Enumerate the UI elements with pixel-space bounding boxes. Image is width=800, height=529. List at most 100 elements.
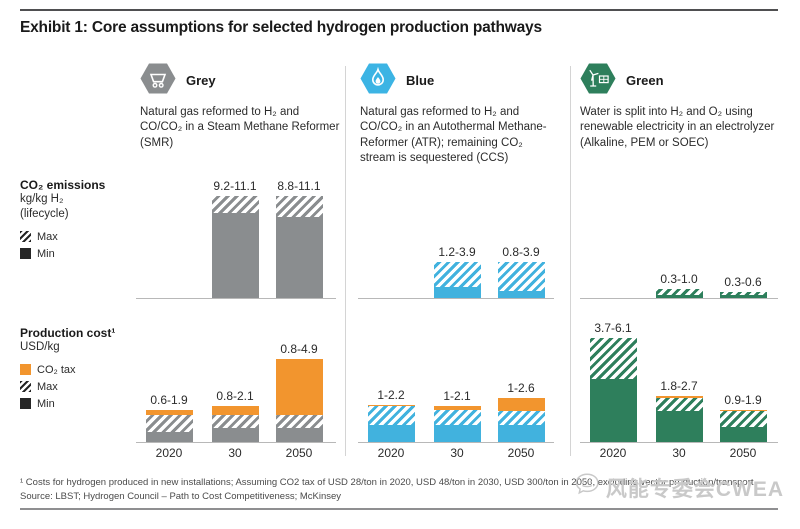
emissions-axis-title: CO₂ emissions	[20, 178, 106, 192]
bar	[145, 409, 193, 442]
co2-tax-segment	[433, 406, 481, 410]
emissions-axis-unit: kg/kg H₂	[20, 193, 64, 205]
year-label: 2050	[507, 446, 535, 460]
blue-year-axis: 2020 30 2050	[358, 446, 554, 462]
blue-emissions-chart: 1.2-3.9 0.8-3.9	[358, 186, 554, 299]
pathway-name: Grey	[186, 73, 216, 88]
legend-row-min: Min	[20, 248, 132, 260]
emissions-legend: Max Min	[20, 231, 132, 260]
cost-axis-unit: USD/kg	[20, 341, 60, 353]
column-divider	[570, 66, 571, 456]
bar-value-label: 1.2-3.9	[438, 245, 476, 260]
cost-axis-title: Production cost¹	[20, 326, 116, 340]
pathway-name: Green	[626, 73, 664, 88]
legend-label: Min	[37, 397, 55, 410]
year-label: 2050	[729, 446, 757, 460]
green-cost-chart: 3.7-6.1 1.8-2.7 0.9-1.9	[580, 321, 778, 443]
cost-axis-block: Production cost¹ USD/kg CO₂ tax Max Min	[20, 326, 132, 410]
year-label: 30	[450, 446, 464, 460]
pathway-icon-row: Blue	[360, 63, 560, 97]
bar-value-label: 3.7-6.1	[594, 321, 632, 336]
min-segment	[497, 290, 545, 298]
bar-value-label: 0.9-1.9	[724, 392, 762, 407]
min-segment	[589, 379, 637, 442]
co2-tax-segment	[211, 406, 259, 415]
bar-value-label: 0.3-1.0	[660, 271, 698, 286]
bar-value-label: 8.8-11.1	[277, 178, 321, 193]
pathway-description: Water is split into H₂ and O₂ using rene…	[580, 106, 775, 149]
min-solid-swatch	[20, 398, 31, 410]
max-hatch-swatch	[20, 381, 31, 393]
max-segment	[433, 409, 481, 425]
bar	[655, 288, 703, 298]
max-segment	[433, 262, 481, 287]
legend-row-co2-tax: CO₂ tax	[20, 364, 132, 376]
co2-tax-swatch	[20, 364, 31, 376]
max-segment	[589, 338, 637, 380]
bar	[367, 404, 415, 442]
bar	[433, 262, 481, 298]
min-segment	[367, 424, 415, 442]
emissions-axis-block: CO₂ emissions kg/kg H₂ (lifecycle) Max M…	[20, 178, 132, 260]
legend-label: Max	[37, 230, 58, 243]
grey-year-axis: 2020 30 2050	[136, 446, 336, 462]
bar-value-label: 1-2.1	[443, 389, 471, 404]
year-label: 2020	[599, 446, 627, 460]
bar	[497, 397, 545, 442]
max-segment	[719, 411, 767, 427]
min-segment	[275, 217, 323, 298]
pathway-header-green: Green Water is split into H₂ and O₂ usin…	[580, 63, 780, 151]
min-segment	[719, 426, 767, 442]
bar	[719, 409, 767, 442]
bottom-rule	[20, 508, 778, 510]
co2-tax-segment	[145, 409, 193, 415]
co2-tax-segment	[719, 409, 767, 412]
bar-value-label: 1.8-2.7	[660, 379, 698, 394]
max-segment	[497, 410, 545, 425]
min-segment	[211, 213, 259, 298]
co2-tax-segment	[497, 397, 545, 411]
year-label: 30	[228, 446, 242, 460]
min-segment	[211, 428, 259, 442]
max-segment	[497, 262, 545, 291]
min-segment	[145, 431, 193, 442]
source-line: Source: LBST; Hydrogen Council – Path to…	[20, 491, 342, 502]
co2-tax-segment	[367, 404, 415, 407]
bar-value-label: 1-2.6	[507, 380, 535, 395]
min-segment	[655, 295, 703, 298]
wechat-chat-bubble-icon	[575, 472, 603, 503]
bar-value-label: 0.3-0.6	[724, 275, 762, 290]
max-segment	[275, 414, 323, 429]
bar	[211, 406, 259, 442]
watermark-text: 风能专委会CWEA	[605, 477, 784, 501]
pathway-icon-row: Grey	[140, 63, 340, 97]
top-rule	[20, 9, 778, 11]
max-segment	[719, 292, 767, 296]
min-segment	[497, 425, 545, 442]
blue-cost-chart: 1-2.2 1-2.1 1-2.6	[358, 330, 554, 443]
legend-row-max: Max	[20, 231, 132, 243]
max-segment	[211, 414, 259, 429]
pathway-description: Natural gas reformed to H₂ and CO/CO₂ in…	[360, 106, 547, 164]
footnote: ¹ Costs for hydrogen produced in new ins…	[20, 477, 754, 488]
legend-row-max: Max	[20, 381, 132, 393]
pathway-header-grey: Grey Natural gas reformed to H₂ and CO/C…	[140, 63, 340, 151]
co2-tax-segment	[275, 358, 323, 415]
grey-cost-chart: 0.6-1.9 0.8-2.1 0.8-4.9	[136, 330, 336, 443]
page-title: Exhibit 1: Core assumptions for selected…	[20, 19, 542, 36]
watermark: 风能专委会CWEA	[575, 472, 784, 503]
bar-value-label: 0.6-1.9	[150, 392, 188, 407]
bar	[719, 292, 767, 298]
max-segment	[211, 195, 259, 214]
min-solid-swatch	[20, 248, 31, 260]
max-segment	[145, 414, 193, 432]
bar-value-label: 9.2-11.1	[213, 178, 257, 193]
max-hatch-swatch	[20, 231, 31, 243]
bar	[275, 358, 323, 442]
pathway-header-blue: Blue Natural gas reformed to H₂ and CO/C…	[360, 63, 560, 166]
green-emissions-chart: 0.3-1.0 0.3-0.6	[580, 186, 778, 299]
max-segment	[275, 195, 323, 218]
max-segment	[655, 397, 703, 412]
min-segment	[275, 428, 323, 442]
